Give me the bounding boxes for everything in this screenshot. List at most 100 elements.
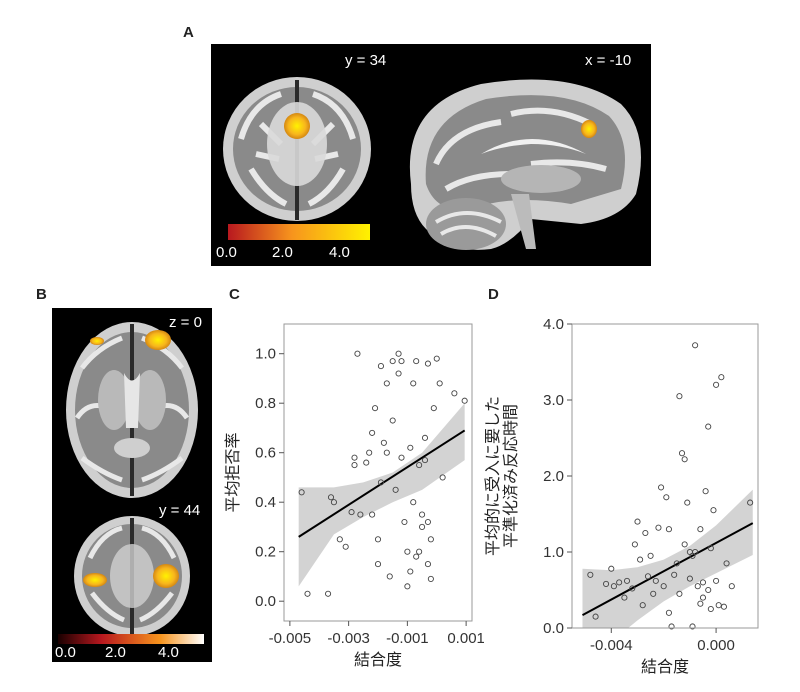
y-tick-label: 0.2 [255,544,276,561]
chart-c-scatter: -0.005 -0.003 -0.001 0.001 0.0 0.2 0.4 0.6 0.8 1.… [224,323,484,669]
y-axis-label: 平均的に受入に要した [484,396,502,556]
data-point [461,397,468,404]
activation-blob [90,337,104,345]
x-tick-label: -0.004 [590,637,633,654]
data-point [663,494,670,501]
data-point [369,429,376,436]
data-point [404,548,411,555]
data-point [608,565,615,572]
data-point [424,561,431,568]
data-point [660,583,667,590]
slice-label-y34: y = 34 [345,52,387,69]
data-point [603,580,610,587]
data-point [642,529,649,537]
data-point [668,623,675,630]
activation-blob [145,330,171,350]
x-tick-label: 0.000 [697,637,735,654]
colorbar-tick: 0.0 [216,244,237,261]
data-point [723,560,730,567]
data-point [629,585,636,592]
panel-a-brain-image: y = 34 x = -10 0.0 2.0 4.0 [211,44,651,266]
activation-blob [581,120,597,138]
data-point [410,380,417,387]
data-point [372,405,379,412]
data-point [592,613,599,620]
data-point [424,360,431,367]
data-point [383,449,390,456]
panel-label-a: A [183,24,194,41]
x-tick-label: -0.001 [386,630,429,647]
data-point [427,575,434,582]
panel-label-c: C [229,286,240,303]
x-tick-label: -0.003 [327,630,370,647]
data-point [718,374,725,381]
data-point [715,602,722,609]
confidence-band [298,403,465,587]
data-point [681,456,688,463]
y-tick-label: 3.0 [543,392,564,409]
slice-label-z0: z = 0 [169,314,202,331]
data-point [407,568,414,575]
data-point [413,553,420,560]
coronal-slice-y34 [223,77,371,221]
data-point [427,536,434,543]
data-point [697,526,704,533]
data-point [389,417,396,424]
data-point [699,594,707,601]
data-point [728,583,735,590]
activation-blob [284,113,310,139]
data-point [689,552,696,559]
data-point [298,489,305,496]
data-point [416,462,423,469]
data-point [383,380,390,387]
data-point [720,603,727,610]
x-axis-label: 結合度 [354,651,402,669]
data-point [389,358,396,365]
y-tick-label: 4.0 [543,316,564,333]
data-point [404,583,411,590]
data-point [413,358,420,365]
data-point [351,462,358,469]
data-point [439,474,446,481]
data-point [623,577,631,584]
data-point [401,518,408,526]
data-point [705,423,712,430]
data-point [330,499,337,506]
activation-blob [153,564,179,588]
data-point [655,524,662,531]
panel-b-brain-image: z = 0 y = 44 0.0 2.0 4.0 [52,308,212,662]
y-axis-label: 平準化済み反応時間 [502,404,520,548]
data-point [419,511,426,518]
data-point [348,509,355,516]
data-point [398,454,405,461]
data-point [678,450,686,457]
data-point [374,561,382,568]
data-point [421,434,429,441]
data-point [430,405,437,412]
data-point [621,594,628,601]
y-tick-label: 0.0 [543,620,564,637]
data-point [639,602,646,609]
y-tick-label: 0.0 [255,593,276,610]
data-point [707,605,714,613]
data-point [644,573,652,580]
data-point [380,439,387,446]
data-point [424,518,431,526]
regression-line [298,429,466,538]
data-point [616,579,623,586]
y-axis-label: 平均拒否率 [224,432,242,512]
panel-label-b: B [36,286,47,303]
sagittal-slice-x-10 [409,79,641,250]
data-point [325,590,332,597]
plot-frame [283,323,473,622]
data-point [665,526,672,533]
data-point [681,541,688,548]
data-point [377,363,384,370]
slice-label-y44: y = 44 [159,502,201,519]
data-point [374,536,382,543]
data-point [665,609,672,616]
data-point [699,579,707,586]
data-point [747,499,754,506]
data-point [637,556,644,563]
data-point [366,449,373,456]
